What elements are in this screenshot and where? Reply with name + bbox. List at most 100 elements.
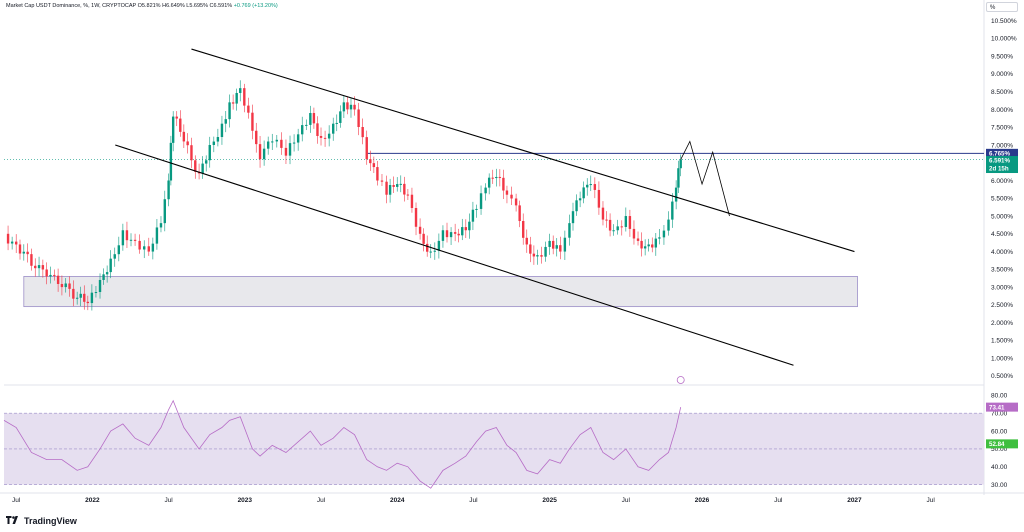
candle-body (239, 88, 242, 93)
candle-body (60, 283, 64, 288)
candle-body (167, 180, 170, 200)
projection-path (680, 140, 730, 217)
alert-marker-icon (676, 376, 685, 384)
price-axis-label: 7.000% (991, 142, 1013, 149)
rsi-axis-label: 30.00 (991, 482, 1008, 489)
tradingview-logo-icon (6, 516, 18, 524)
candle-body (10, 241, 14, 244)
price-axis-label: 3.500% (991, 267, 1013, 274)
candle-body (301, 125, 304, 135)
candle-body (674, 187, 678, 202)
candle-body (90, 292, 94, 304)
legend-open: O5.821% (137, 3, 161, 9)
candle-body (464, 227, 468, 231)
candle-body (532, 253, 536, 257)
symbol-legend: Market Cap USDT Dominance, %, 1W, CRYPTO… (6, 3, 278, 9)
candle-body (105, 272, 109, 275)
candle-body (121, 230, 125, 246)
candle-body (651, 244, 654, 248)
price-axis-label: 0.500% (991, 373, 1013, 380)
candle-body (468, 221, 471, 231)
candle-body (319, 135, 323, 138)
candle-body (555, 245, 558, 249)
candle-body (49, 274, 52, 277)
price-axis-label: 4.500% (991, 231, 1013, 238)
time-axis-label: 2027 (847, 497, 862, 504)
candle-body (396, 184, 399, 187)
candle-body (231, 102, 235, 104)
symbol-name[interactable]: Market Cap USDT Dominance, %, 1W, CRYPTO… (6, 3, 137, 9)
candle-body (255, 130, 258, 145)
candle-body (380, 180, 384, 182)
candle-body (425, 243, 429, 252)
candle-body (671, 201, 674, 220)
candle-body (514, 198, 518, 206)
trendline-lower (115, 144, 794, 366)
candle-body (194, 160, 197, 172)
candle-body (102, 274, 105, 280)
candle-body (64, 283, 67, 288)
candle-body (544, 246, 547, 257)
candle-body (155, 227, 159, 244)
candle-body (163, 199, 166, 224)
rsi-badge-bg (986, 402, 1018, 412)
price-axis-label: 8.500% (991, 89, 1013, 96)
price-axis-label: 10.500% (991, 18, 1017, 25)
candle-body (484, 187, 487, 194)
candle-body (392, 185, 395, 187)
candle-body (292, 142, 296, 144)
candle-body (129, 239, 133, 241)
candle-body (624, 216, 628, 227)
candle-body (284, 147, 288, 156)
price-axis-label: 9.500% (991, 53, 1013, 60)
candle-body (266, 141, 270, 149)
price-axis-label: 3.000% (991, 284, 1013, 291)
candle-body (280, 139, 283, 148)
candle-body (551, 240, 555, 249)
legend-low: L5.695% (186, 3, 208, 9)
candle-body (525, 237, 528, 245)
time-axis-label: 2026 (695, 497, 710, 504)
candle-body (113, 254, 116, 259)
legend-change: +0.769 (+13.20%) (233, 3, 278, 9)
candle-body (72, 288, 75, 299)
candle-body (589, 184, 592, 186)
candle-body (406, 194, 410, 196)
candle-body (182, 131, 186, 142)
support-zone-rectangle (23, 276, 858, 308)
candle-body (498, 176, 502, 178)
candle-body (296, 134, 300, 143)
candle-body (204, 160, 208, 164)
rsi-axis-label: 40.00 (991, 464, 1008, 471)
candle-body (679, 159, 682, 169)
rsi-axis-label: 70.00 (991, 411, 1008, 418)
candle-body (169, 142, 173, 181)
candle-body (518, 205, 521, 222)
candle-body (437, 240, 441, 251)
candle-body (568, 223, 571, 238)
price-axis-label: 1.500% (991, 338, 1013, 345)
time-axis-label: Jul (164, 497, 173, 504)
candle-body (441, 230, 445, 241)
candle-body (457, 233, 460, 236)
candle-body (208, 144, 211, 161)
candle-body (414, 208, 418, 227)
countdown-badge: 2d 15h (989, 166, 1009, 173)
candle-body (536, 255, 539, 257)
percent-scale-button[interactable]: % (986, 2, 1018, 12)
candle-body (332, 123, 335, 134)
candle-body (147, 246, 150, 252)
price-axis-label: 6.000% (991, 178, 1013, 185)
candle-body (662, 230, 666, 238)
candle-body (647, 244, 650, 247)
candle-body (612, 230, 615, 232)
legend-close: C6.591% (209, 3, 233, 9)
legend-high: H6.649% (162, 3, 185, 9)
candle-body (399, 183, 402, 185)
candle-body (212, 141, 216, 145)
candle-body (349, 104, 353, 110)
price-axis-label: 8.000% (991, 107, 1013, 114)
candle-body (608, 219, 612, 231)
